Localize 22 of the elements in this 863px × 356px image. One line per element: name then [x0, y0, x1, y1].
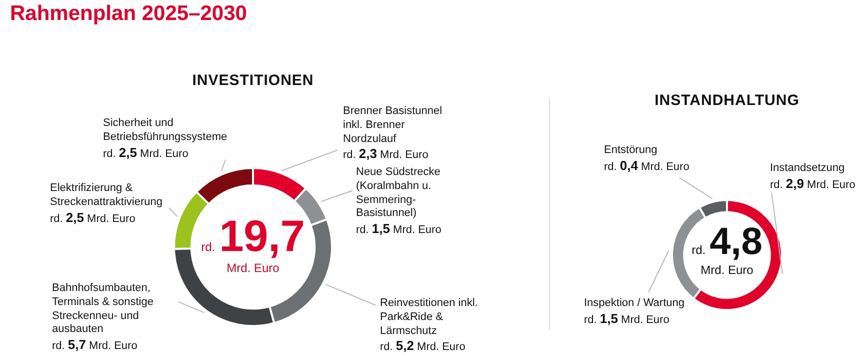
text: Mrd. Euro: [226, 261, 280, 275]
text: 19,7: [219, 212, 305, 261]
data-label: rd. 2,5 Mrd. Euro: [50, 210, 136, 224]
data-label: rd. 0,4 Mrd. Euro: [604, 158, 690, 173]
data-label: rd. 2,3 Mrd. Euro: [343, 146, 428, 162]
slice-label: Entstörung: [604, 144, 658, 158]
chart-title: INVESTITIONEN: [191, 72, 315, 89]
data-label: rd. 2,5 Mrd. Euro: [103, 144, 188, 160]
text: rd.: [201, 240, 216, 254]
slice-label: Instandsetzung: [770, 162, 846, 176]
text: Mrd. Euro: [700, 263, 754, 277]
data-label: rd. 1,5 Mrd. Euro: [356, 221, 442, 236]
slice-label: Inspektion / Wartung: [584, 297, 686, 311]
text: rd.: [692, 243, 706, 257]
chart-title: INSTANDHALTUNG: [654, 92, 800, 109]
data-label: rd. 1,5 Mrd. Euro: [584, 310, 670, 326]
data-label: rd. 5,7 Mrd. Euro: [52, 337, 138, 352]
slice-label: Neue Südstrecke (Koralmbahn u. Semmering-Basistunnel): [356, 166, 442, 221]
data-label: rd. 2,9 Mrd. Euro: [770, 176, 856, 191]
text: Rahmenplan 2025–2030: [10, 2, 247, 26]
data-label: rd. 5,2 Mrd. Euro: [380, 338, 466, 354]
text: 4,8: [710, 221, 762, 263]
